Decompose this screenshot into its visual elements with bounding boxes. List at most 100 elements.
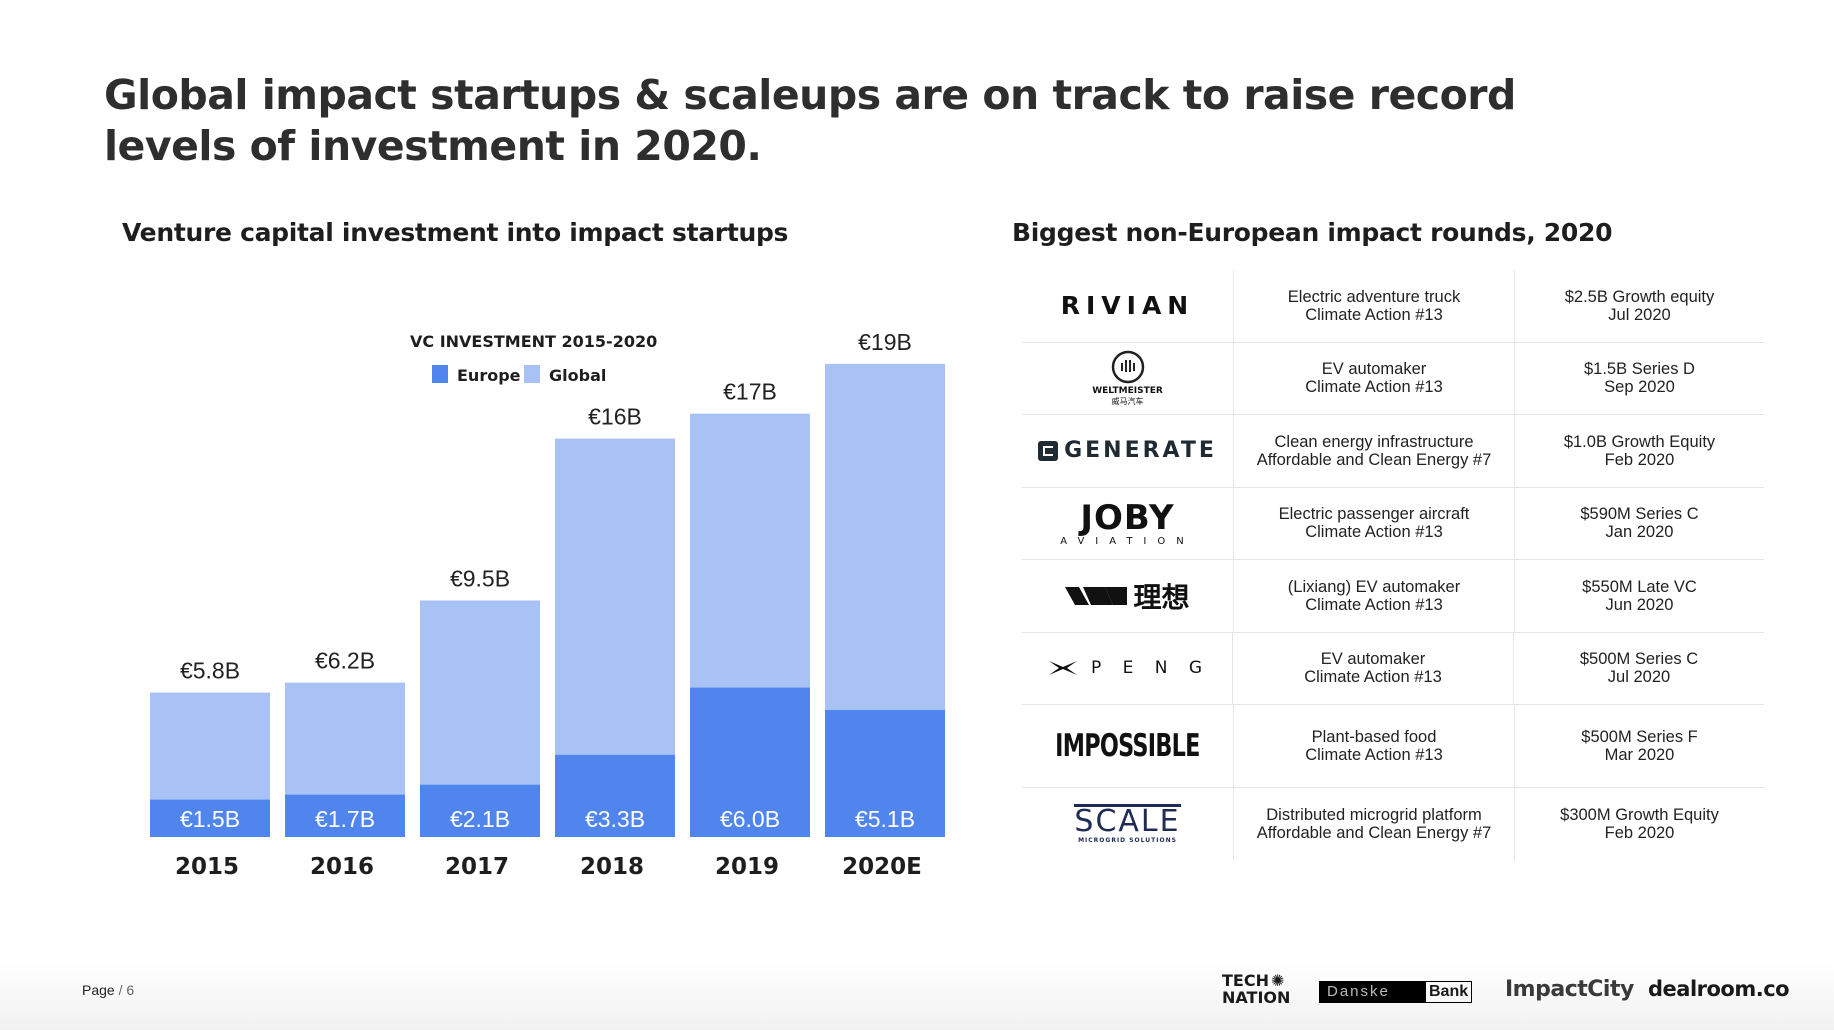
company-logo-cell: RIVIAN xyxy=(1022,270,1234,342)
description-cell: EV automaker Climate Action #13 xyxy=(1233,632,1514,704)
tech-nation-line1: TECH ✺ xyxy=(1222,971,1285,990)
company-logo-cell: JOBY AVIATION xyxy=(1022,487,1234,559)
europe-value-label: €3.3B xyxy=(585,806,645,832)
deal-date: Jul 2020 xyxy=(1607,668,1671,687)
table-row: GENERATE Clean energy infrastructure Aff… xyxy=(1022,415,1764,488)
europe-value-label: €5.1B xyxy=(855,806,915,832)
europe-value-label: €1.7B xyxy=(315,806,375,832)
table-row: SCALE MICROGRID SOLUTIONS Distributed mi… xyxy=(1022,788,1764,860)
page-num: / 6 xyxy=(118,982,135,998)
tech-nation-line2: NATION xyxy=(1222,988,1291,1007)
description-cell: Clean energy infrastructure Affordable a… xyxy=(1234,415,1515,487)
x-tick-label: 2019 xyxy=(715,854,779,880)
legend-swatch-europe xyxy=(432,365,448,383)
europe-value-label: €1.5B xyxy=(180,806,240,832)
legend-label-europe: Europe xyxy=(457,366,521,385)
table-section-title: Biggest non-European impact rounds, 2020 xyxy=(1012,218,1613,247)
europe-bar xyxy=(150,799,270,837)
table-row: JOBY AVIATION Electric passenger aircraf… xyxy=(1022,487,1764,560)
rivian-logo: RIVIAN xyxy=(1060,291,1195,321)
sdg-line: Climate Action #13 xyxy=(1305,305,1443,324)
deal-amount: $1.0B Growth Equity xyxy=(1563,432,1716,451)
deal-date: Jul 2020 xyxy=(1608,305,1671,324)
company-logo-cell: SCALE MICROGRID SOLUTIONS xyxy=(1022,788,1234,860)
generate-logo: GENERATE xyxy=(1064,438,1217,464)
vc-investment-chart: €5.8B €1.5B 2015 €6.2B €1.7B 2016 €9.5B €2.1B 20… xyxy=(150,329,945,880)
europe-bar xyxy=(420,784,540,837)
europe-value-label: €2.1B xyxy=(450,806,510,832)
page-number: Page / 6 xyxy=(82,982,134,998)
description-line: Electric passenger aircraft xyxy=(1278,505,1470,524)
description-cell: EV automaker Climate Action #13 xyxy=(1234,342,1515,414)
xpeng-logo: P E N G xyxy=(1091,658,1211,679)
company-logo-cell: GENERATE xyxy=(1022,415,1234,487)
bank-label: Bank xyxy=(1425,981,1473,1003)
deal-amount: $300M Growth Equity xyxy=(1560,806,1719,824)
tech-nation-logo: TECH ✺ NATION xyxy=(1222,972,1290,1006)
x-tick-label: 2020E xyxy=(842,854,922,880)
global-value-label: €19B xyxy=(858,329,912,355)
global-value-label: €6.2B xyxy=(315,648,375,674)
xpeng-x-icon xyxy=(1049,661,1077,676)
global-value-label: €5.8B xyxy=(180,658,240,684)
impossible-logo: IMPOSSIBLE xyxy=(1055,728,1200,764)
starburst-icon: ✺ xyxy=(1270,971,1285,990)
company-logo-cell: P E N G xyxy=(1022,632,1233,704)
global-value-label: €17B xyxy=(723,379,777,405)
table-row: RIVIAN Electric adventure truck Climate … xyxy=(1022,270,1764,343)
x-tick-label: 2018 xyxy=(580,854,644,880)
sdg-line: Affordable and Clean Energy #7 xyxy=(1256,450,1492,469)
deal-amount: $550M Late VC xyxy=(1582,577,1697,596)
table-row: IMPOSSIBLE Plant-based food Climate Acti… xyxy=(1022,705,1764,788)
global-value-label: €16B xyxy=(588,404,642,430)
danske-label: Danske xyxy=(1319,981,1425,1003)
dealroom-logo: dealroom.co xyxy=(1648,977,1790,1001)
description-line: Electric adventure truck xyxy=(1287,287,1461,306)
joby-logo: JOBY xyxy=(1080,497,1175,538)
europe-bar xyxy=(285,794,405,837)
deal-date: Jan 2020 xyxy=(1605,523,1674,542)
company-logo-cell: 理想 xyxy=(1022,560,1234,632)
description-cell: Distributed microgrid platform Affordabl… xyxy=(1234,788,1515,860)
company-logo-cell: IMPOSSIBLE xyxy=(1022,705,1234,787)
legend-label-global: Global xyxy=(549,366,606,385)
legend-swatch-global xyxy=(524,365,540,383)
footer-bar xyxy=(0,962,1834,1030)
deal-cell: $500M Series F Mar 2020 xyxy=(1515,705,1764,787)
impactcity-logo: ImpactCity xyxy=(1505,977,1634,1002)
deal-amount: $590M Series C xyxy=(1580,505,1699,524)
europe-bar xyxy=(555,754,675,837)
deal-cell: $1.0B Growth Equity Feb 2020 xyxy=(1515,415,1764,487)
company-logo-cell: WELTMEISTER 威马汽车 xyxy=(1022,342,1234,414)
weltmeister-logo: WELTMEISTER xyxy=(1092,385,1163,396)
deal-date: Sep 2020 xyxy=(1604,378,1675,397)
deal-cell: $500M Series C Jul 2020 xyxy=(1514,633,1764,705)
deal-amount: $500M Series C xyxy=(1579,650,1699,669)
description-line: Clean energy infrastructure xyxy=(1274,432,1474,451)
lixiang-logo: 理想 xyxy=(1133,580,1190,614)
legend-title: VC INVESTMENT 2015-2020 xyxy=(410,332,657,351)
description-cell: (Lixiang) EV automaker Climate Action #1… xyxy=(1234,560,1515,632)
scale-logo-sub: MICROGRID SOLUTIONS xyxy=(1078,837,1177,844)
europe-value-label: €6.0B xyxy=(720,806,780,832)
deal-date: Mar 2020 xyxy=(1604,746,1675,764)
deal-amount: $500M Series F xyxy=(1581,728,1698,746)
sdg-line: Climate Action #13 xyxy=(1305,746,1443,764)
x-tick-label: 2017 xyxy=(445,854,509,880)
sdg-line: Climate Action #13 xyxy=(1305,523,1443,542)
sdg-line: Climate Action #13 xyxy=(1305,595,1443,614)
description-cell: Plant-based food Climate Action #13 xyxy=(1234,705,1515,787)
deal-cell: $590M Series C Jan 2020 xyxy=(1515,488,1764,560)
description-cell: Electric passenger aircraft Climate Acti… xyxy=(1234,487,1515,559)
global-value-label: €9.5B xyxy=(450,565,510,591)
generate-mark-icon xyxy=(1038,440,1059,461)
sdg-line: Climate Action #13 xyxy=(1304,668,1442,687)
weltmeister-emblem-icon xyxy=(1111,350,1144,383)
sdg-line: Affordable and Clean Energy #7 xyxy=(1256,824,1492,842)
deal-cell: $550M Late VC Jun 2020 xyxy=(1515,560,1764,632)
x-tick-label: 2016 xyxy=(310,854,374,880)
deal-amount: $1.5B Series D xyxy=(1584,360,1695,379)
x-tick-label: 2015 xyxy=(175,854,239,880)
weltmeister-logo-sub: 威马汽车 xyxy=(1111,396,1144,406)
sdg-line: Climate Action #13 xyxy=(1305,378,1443,397)
